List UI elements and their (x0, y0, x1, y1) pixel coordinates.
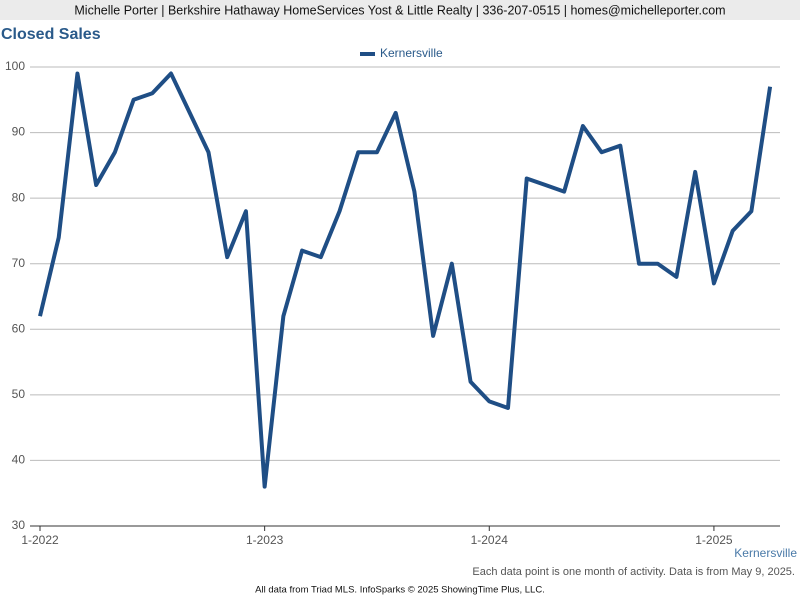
x-tick-label: 1-2023 (246, 533, 284, 547)
y-tick-label: 80 (12, 190, 26, 204)
y-tick-label: 100 (5, 59, 25, 73)
y-tick-label: 30 (12, 518, 26, 532)
x-tick-label: 1-2024 (471, 533, 509, 547)
y-tick-label: 50 (12, 387, 26, 401)
y-tick-label: 40 (12, 453, 26, 467)
x-axis-label: Kernersville (734, 546, 797, 560)
x-tick-label: 1-2022 (21, 533, 59, 547)
y-tick-label: 90 (12, 125, 26, 139)
line (38, 71, 773, 489)
x-tick-label: 1-2025 (695, 533, 733, 547)
footer: All data from Triad MLS. InfoSparks © 20… (255, 585, 545, 596)
header-bar (0, 0, 800, 20)
note: Each data point is one month of activity… (472, 566, 795, 578)
header-text: Michelle Porter | Berkshire Hathaway Hom… (74, 3, 725, 17)
chart-title: Closed Sales (1, 26, 101, 43)
legend-label: Kernersville (380, 46, 443, 60)
y-tick-label: 60 (12, 321, 26, 335)
y-tick-label: 70 (12, 256, 26, 270)
